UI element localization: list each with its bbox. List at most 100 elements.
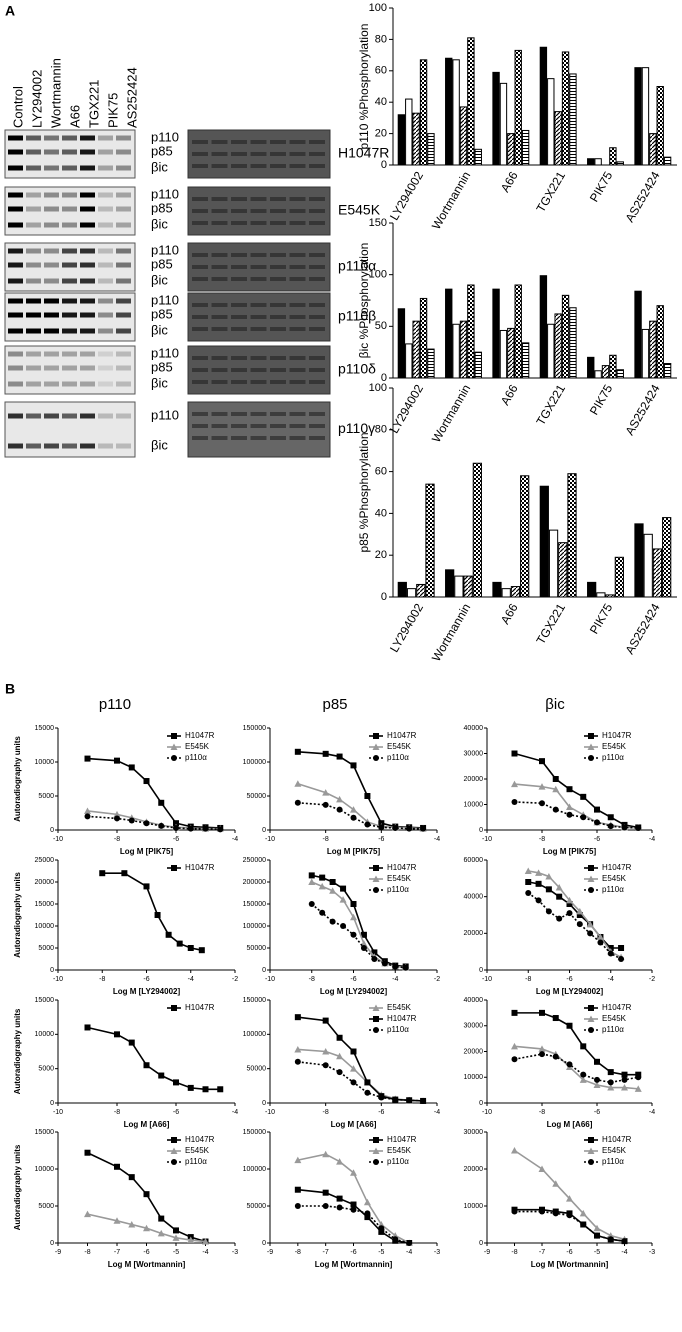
band <box>62 365 77 371</box>
x-tick-label: -8 <box>323 836 329 843</box>
loading-band <box>289 197 306 201</box>
band <box>8 413 23 419</box>
x-tick-label: -3 <box>649 1249 655 1256</box>
band <box>80 262 95 268</box>
marker <box>402 964 409 971</box>
marker <box>621 1084 628 1091</box>
loading-band <box>211 164 228 168</box>
marker <box>552 1053 559 1060</box>
marker <box>340 923 347 929</box>
y-tick-label: 20000 <box>464 930 484 937</box>
marker <box>535 869 543 876</box>
y-tick-label: 20000 <box>464 776 484 783</box>
marker <box>555 884 563 891</box>
x-tick-label: -10 <box>265 976 275 983</box>
bar <box>663 156 672 166</box>
band-label: p85 <box>151 200 173 215</box>
marker <box>593 1224 601 1232</box>
legend-label: E545K <box>387 1003 412 1012</box>
marker <box>566 811 573 818</box>
band <box>98 443 113 449</box>
band-label: p110 <box>151 407 179 422</box>
curve <box>87 810 221 830</box>
legend-label: H1047R <box>185 1135 215 1144</box>
band <box>116 222 131 228</box>
loading-band <box>250 209 267 213</box>
loading-band <box>192 197 208 201</box>
x-axis-label: Log M [Wortmannin] <box>531 1260 609 1269</box>
marker <box>618 956 625 962</box>
y-tick-label: 150000 <box>243 997 266 1004</box>
loading-band <box>289 140 306 144</box>
bar <box>521 129 530 166</box>
marker <box>607 1079 614 1086</box>
y-tick-label: 10000 <box>35 1166 55 1173</box>
marker <box>586 920 594 928</box>
column-title: p110 <box>99 696 131 713</box>
y-axis-label: p85 %Phosphorylation <box>357 432 371 552</box>
y-tick-label: 0 <box>381 591 387 603</box>
bar <box>616 161 624 166</box>
x-tick-label: -4 <box>434 1109 440 1116</box>
blot-label: p110γ <box>338 420 375 436</box>
loading-band <box>309 368 325 372</box>
marker <box>336 1034 343 1041</box>
marker <box>350 1048 357 1055</box>
band <box>116 278 131 284</box>
bar <box>405 98 413 166</box>
loading-band <box>270 412 286 416</box>
x-tick-label: LY294002 <box>387 601 426 655</box>
y-tick-label: 250000 <box>243 857 266 864</box>
curve <box>87 1213 206 1243</box>
x-tick-label: AS252424 <box>623 601 663 657</box>
bar <box>454 575 464 598</box>
band <box>80 351 95 357</box>
bar <box>501 588 511 598</box>
loading-band <box>231 315 247 319</box>
legend-marker <box>587 743 595 750</box>
x-tick-label: -4 <box>232 1109 238 1116</box>
loading-band <box>211 209 228 213</box>
y-tick-label: 60 <box>375 65 387 77</box>
y-tick-label: 0 <box>50 1100 54 1107</box>
x-tick-label: -8 <box>84 1249 90 1256</box>
y-tick-label: 0 <box>50 827 54 834</box>
x-tick-label: -6 <box>143 1249 149 1256</box>
legend-label: p110α <box>387 1157 409 1166</box>
y-tick-label: 0 <box>262 827 266 834</box>
band <box>8 206 23 212</box>
marker <box>322 1062 329 1069</box>
legend-marker <box>373 887 379 893</box>
band-label: p110 <box>151 242 179 257</box>
x-tick-label: -8 <box>539 1109 545 1116</box>
x-tick-label: AS252424 <box>623 382 663 438</box>
loading-band <box>289 436 306 440</box>
bar <box>587 356 595 379</box>
marker <box>336 795 344 803</box>
loading-band <box>270 380 286 384</box>
y-tick-label: 50000 <box>247 793 267 800</box>
band <box>26 413 41 419</box>
loading-band <box>270 315 286 319</box>
loading-band <box>309 424 325 428</box>
x-tick-label: -10 <box>265 1109 275 1116</box>
marker <box>371 956 378 962</box>
bar <box>507 133 515 166</box>
loading-band <box>192 221 208 225</box>
x-axis-label: Log M [LY294002] <box>113 987 181 996</box>
loading-band <box>250 221 267 225</box>
loading-band <box>250 152 267 156</box>
bar <box>474 351 482 379</box>
marker <box>322 1017 329 1024</box>
bar <box>587 158 595 166</box>
legend-label: E545K <box>387 874 412 883</box>
bar <box>547 78 555 166</box>
marker <box>552 1210 559 1217</box>
marker <box>535 880 542 887</box>
loading-band <box>309 253 325 257</box>
band <box>26 149 41 155</box>
marker <box>158 1072 165 1079</box>
band <box>26 365 41 371</box>
x-tick-label: -8 <box>99 976 105 983</box>
bar <box>547 323 555 379</box>
